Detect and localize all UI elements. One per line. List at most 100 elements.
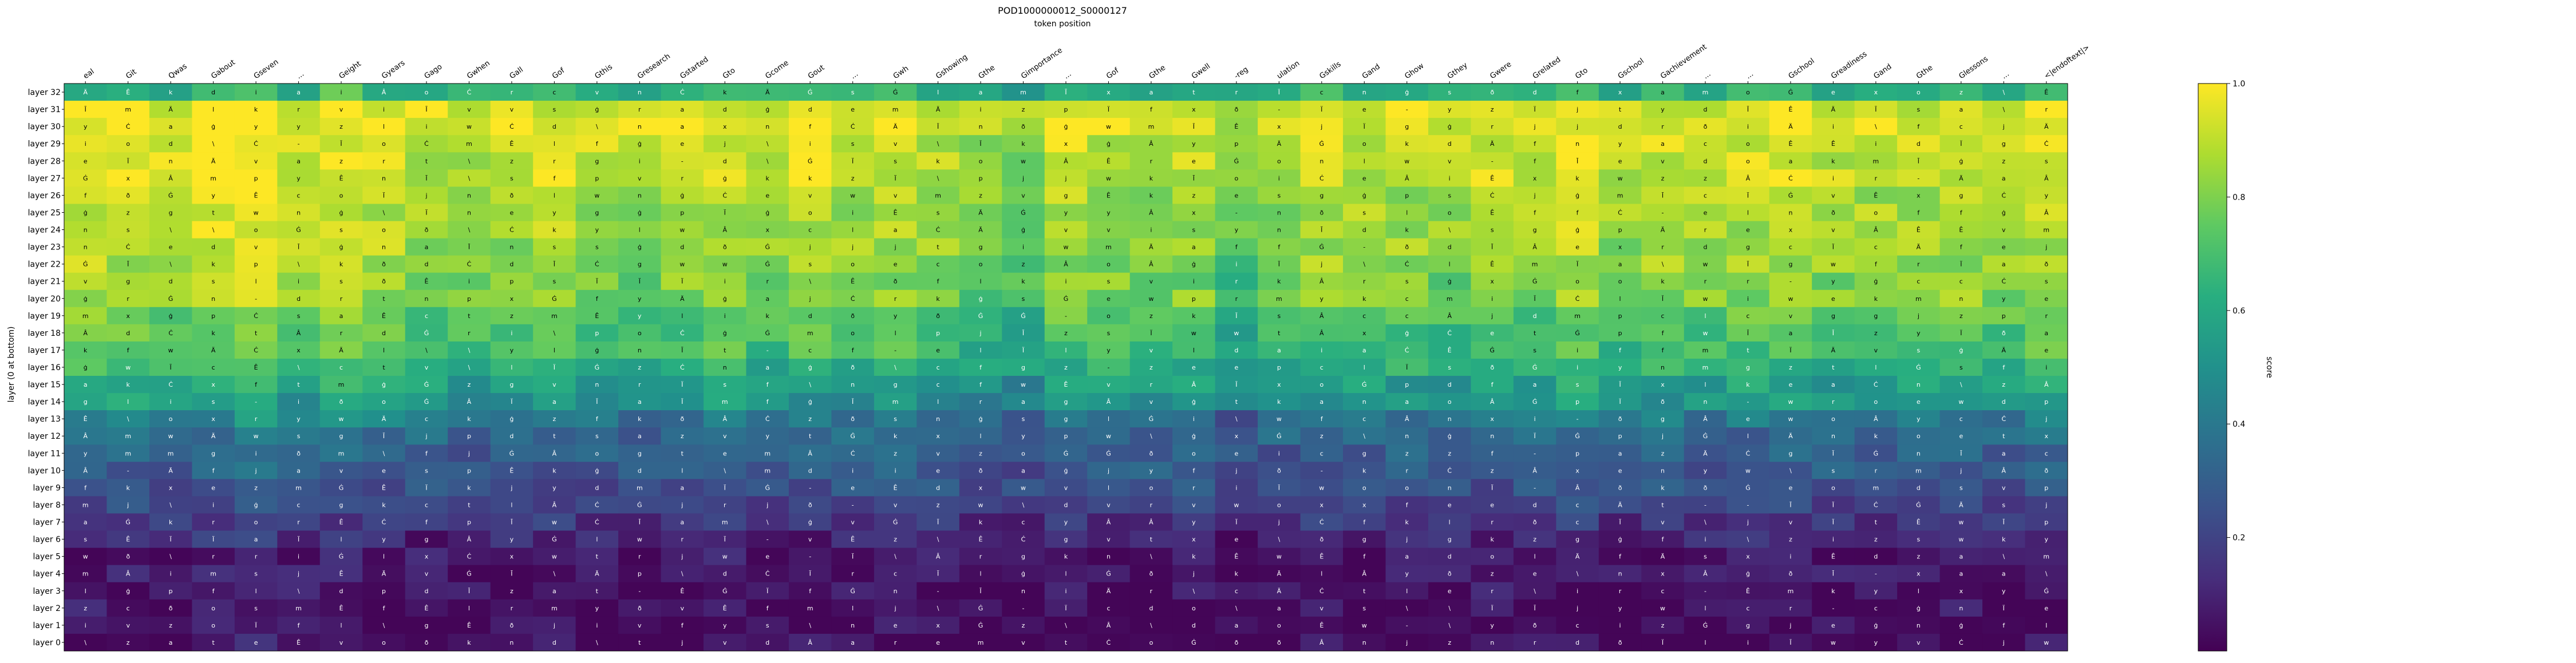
cell-glyph: Ċ	[254, 312, 258, 320]
cell-glyph: l	[852, 605, 854, 612]
cell-glyph: -	[1534, 450, 1536, 457]
cell-glyph: o	[1405, 484, 1409, 491]
cell-glyph: j	[297, 570, 299, 578]
heatmap-cell	[448, 204, 491, 221]
cell-glyph: r	[724, 501, 726, 509]
cell-glyph: p	[509, 278, 513, 285]
cell-glyph: g	[1448, 536, 1452, 543]
cell-glyph: a	[1959, 553, 1963, 561]
heatmap-cell	[362, 169, 406, 187]
cell-glyph: m	[1617, 192, 1623, 199]
cell-glyph: s	[1917, 106, 1920, 113]
heatmap-cell	[1726, 221, 1770, 239]
cell-glyph: o	[1917, 432, 1921, 440]
heatmap-cell	[1939, 135, 1983, 153]
cell-glyph: z	[1491, 570, 1494, 578]
cell-glyph: Â	[297, 329, 301, 337]
heatmap-cell	[106, 255, 150, 273]
cell-glyph: w	[637, 536, 642, 543]
cell-glyph: d	[1448, 140, 1452, 148]
heatmap-cell	[1002, 272, 1045, 291]
cell-glyph: m	[807, 329, 813, 337]
cell-glyph: Â	[1107, 622, 1111, 629]
cell-glyph: p	[936, 329, 940, 337]
heatmap-cell	[1343, 238, 1386, 256]
cell-glyph: Ċ	[851, 123, 855, 130]
cell-glyph: i	[1577, 347, 1578, 354]
cell-glyph: s	[1107, 278, 1111, 285]
heatmap-cell	[1769, 169, 1812, 187]
cell-glyph: ð	[1319, 536, 1323, 543]
cell-glyph: p	[254, 174, 258, 182]
cell-glyph: i	[1022, 244, 1024, 251]
cell-glyph: w	[1703, 261, 1708, 268]
token-tick-labels: eal Git Qwas Gabout Gseven... Geight Gyears Gag…	[82, 43, 2091, 84]
heatmap-cell	[319, 84, 363, 101]
cell-glyph: r	[1150, 587, 1153, 595]
cell-glyph: j	[1661, 432, 1664, 440]
cell-glyph: ð	[680, 415, 684, 423]
cell-glyph: l	[1918, 587, 1919, 595]
cell-glyph: z	[339, 123, 343, 130]
cell-glyph: c	[552, 89, 556, 96]
cell-glyph: t	[1534, 329, 1536, 337]
cell-glyph: j	[1576, 106, 1578, 113]
cell-glyph: c	[1874, 244, 1878, 251]
cell-glyph: Â	[1107, 519, 1111, 526]
layer-label: layer 25	[28, 208, 61, 217]
cell-glyph: \	[2002, 553, 2005, 561]
cell-glyph: x	[1320, 501, 1324, 509]
cell-glyph: i	[85, 622, 86, 629]
cell-glyph: k	[808, 174, 812, 182]
cell-glyph: n	[1490, 432, 1494, 440]
cell-glyph: a	[1192, 244, 1196, 251]
heatmap-cell	[1939, 118, 1983, 136]
heatmap-cell	[1215, 101, 1258, 118]
cell-glyph: Ġ	[595, 364, 600, 371]
heatmap-cell	[64, 204, 107, 221]
cell-glyph: x	[1575, 467, 1579, 474]
cell-glyph: g	[424, 536, 428, 543]
cell-glyph: y	[1917, 415, 1921, 423]
heatmap-cell	[1726, 101, 1770, 118]
cell-glyph: l	[1449, 519, 1451, 526]
cell-glyph: x	[2045, 432, 2049, 440]
cell-glyph: -	[255, 295, 257, 303]
cell-glyph: t	[212, 209, 215, 216]
heatmap-cell	[1258, 169, 1301, 187]
heatmap-cell	[277, 186, 321, 204]
cell-glyph: \	[383, 622, 385, 629]
cell-glyph: a	[2044, 329, 2048, 337]
cell-glyph: ģ	[638, 140, 642, 148]
cell-glyph: e	[723, 450, 727, 457]
heatmap-cell	[1087, 84, 1131, 101]
cell-glyph: v	[1149, 347, 1153, 354]
cell-glyph: Â	[1362, 570, 1367, 578]
cell-glyph: -	[1747, 398, 1749, 406]
heatmap-cell	[1258, 204, 1301, 221]
cell-glyph: p	[2002, 312, 2006, 320]
cell-glyph: \	[724, 467, 726, 474]
heatmap-cell	[277, 135, 321, 153]
cell-glyph: k	[1831, 157, 1835, 165]
cell-glyph: y	[1192, 140, 1196, 148]
heatmap-cell	[234, 169, 278, 187]
cell-glyph: r	[1150, 501, 1153, 509]
cell-glyph: Ġ	[765, 244, 770, 251]
cell-glyph: Ê	[1788, 106, 1792, 113]
cell-glyph: d	[1149, 605, 1153, 612]
heatmap-cell	[959, 169, 1002, 187]
cell-glyph: r	[297, 106, 300, 113]
layer-label: layer 30	[28, 122, 61, 132]
cell-glyph: ð	[851, 415, 855, 423]
heatmap-cell	[490, 118, 534, 136]
cell-glyph: m	[82, 501, 89, 509]
heatmap-cell	[319, 255, 363, 273]
heatmap-cell	[405, 272, 448, 291]
cell-glyph: \	[1875, 123, 1877, 130]
cell-glyph: e	[2044, 605, 2048, 612]
cell-glyph: z	[1491, 106, 1494, 113]
cell-glyph: o	[1917, 89, 1921, 96]
cell-glyph: Â	[808, 639, 812, 646]
cell-glyph: l	[1364, 157, 1365, 165]
